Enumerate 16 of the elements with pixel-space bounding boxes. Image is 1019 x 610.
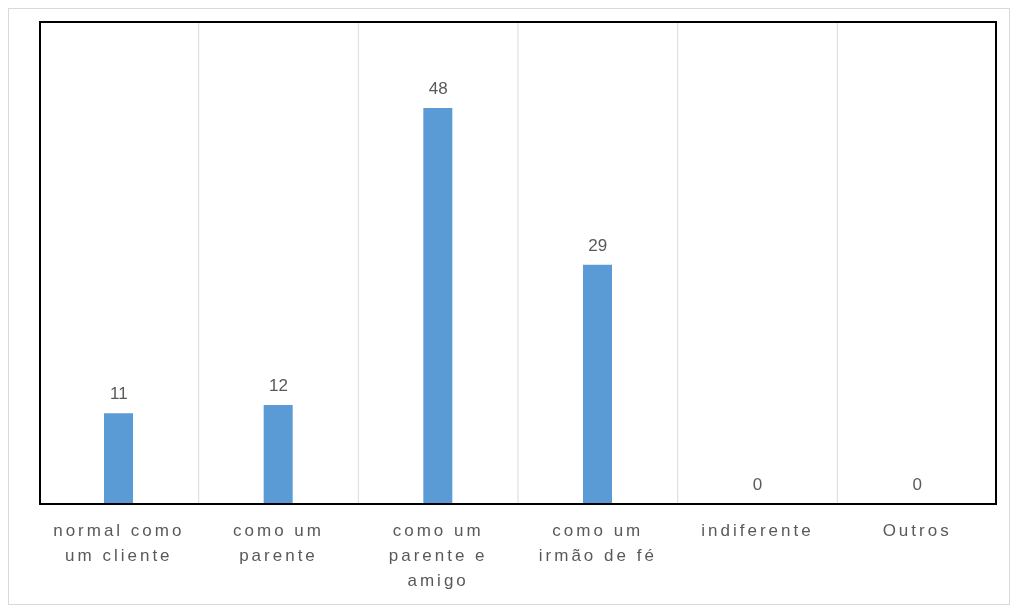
x-tick-label: normal como um cliente <box>53 521 185 565</box>
bar <box>263 405 293 504</box>
data-label: 12 <box>269 376 288 396</box>
bar <box>583 264 612 504</box>
data-label: 0 <box>752 475 763 494</box>
x-tick-label: Outros <box>882 521 952 540</box>
x-tick-label: como um parente e amigo <box>388 521 488 590</box>
data-label: 48 <box>428 79 448 99</box>
data-label: 0 <box>912 475 922 494</box>
x-tick-label: indiferente <box>701 521 814 540</box>
data-label: 29 <box>588 235 608 255</box>
bar <box>104 413 133 504</box>
data-label: 11 <box>110 384 128 404</box>
x-tick-label: como um irmão de fé <box>538 521 657 565</box>
bar <box>423 108 453 504</box>
x-tick-label: como um parente <box>233 521 324 565</box>
